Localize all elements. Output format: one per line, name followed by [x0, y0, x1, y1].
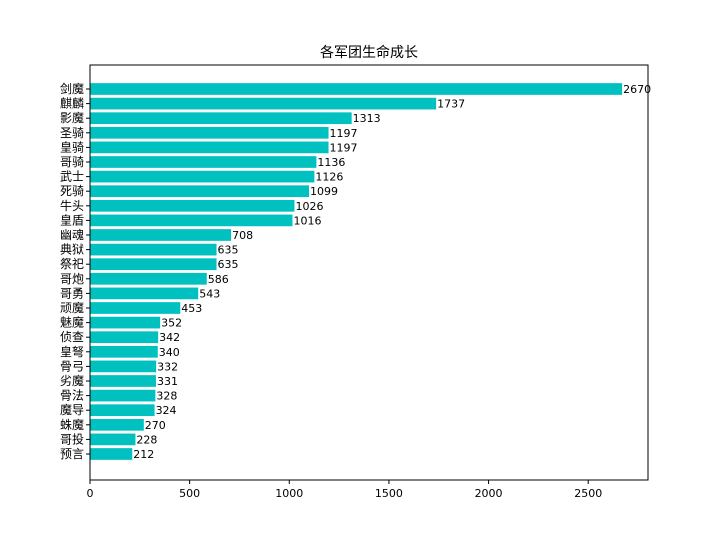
bar	[90, 418, 144, 431]
data-label: 1197	[330, 141, 358, 154]
x-tick-label: 2000	[475, 487, 503, 500]
data-label: 708	[232, 229, 253, 242]
y-tick-label: 麒麟	[60, 96, 84, 111]
data-label: 635	[218, 258, 239, 271]
data-label: 340	[159, 346, 180, 359]
y-tick-label: 武士	[60, 170, 84, 184]
x-tick-label: 500	[179, 487, 200, 500]
data-label: 1136	[317, 156, 345, 169]
bar	[90, 258, 217, 271]
data-label: 1313	[353, 112, 381, 125]
bar	[90, 316, 161, 329]
y-tick-label: 魅魔	[60, 315, 84, 330]
bar	[90, 83, 623, 95]
y-tick-label: 皇盾	[60, 213, 84, 227]
data-label: 332	[157, 360, 178, 373]
y-tick-label: 死骑	[60, 184, 84, 198]
bar	[90, 243, 217, 256]
bar	[90, 272, 207, 285]
y-tick-label: 典狱	[60, 243, 84, 257]
data-label: 342	[159, 331, 180, 344]
y-tick-label: 皇骑	[60, 140, 84, 154]
y-tick-label: 顽魔	[60, 300, 84, 315]
y-tick-label: 哥骑	[60, 155, 84, 169]
y-tick-label: 皇弩	[60, 345, 84, 359]
y-tick-label: 祭祀	[60, 257, 84, 271]
data-label: 328	[156, 390, 177, 403]
x-tick-label: 2500	[574, 487, 602, 500]
data-label: 453	[181, 302, 202, 315]
y-tick-label: 预言	[60, 447, 84, 461]
bar	[90, 360, 157, 373]
x-tick-label: 1500	[375, 487, 403, 500]
y-tick-label: 影魔	[60, 110, 84, 125]
data-label: 228	[136, 433, 157, 446]
y-tick-label: 骨法	[60, 389, 84, 403]
data-label: 2670	[623, 83, 651, 96]
data-label: 212	[133, 448, 154, 461]
bar	[90, 126, 329, 139]
data-label: 1737	[437, 98, 465, 111]
y-tick-label: 剑魔	[60, 81, 84, 96]
bar	[90, 97, 437, 110]
bar	[90, 389, 156, 402]
bar	[90, 448, 133, 460]
bar	[90, 404, 155, 417]
data-label: 1026	[295, 200, 323, 213]
y-tick-label: 骨弓	[60, 359, 84, 373]
plot-frame	[89, 64, 649, 481]
y-tick-label: 劣魔	[60, 373, 84, 388]
y-tick-label: 幽魂	[60, 227, 84, 242]
data-label: 1126	[315, 171, 343, 184]
bar	[90, 141, 329, 154]
data-label: 543	[199, 287, 220, 300]
bar	[90, 214, 293, 227]
data-label: 331	[157, 375, 178, 388]
data-label: 324	[156, 404, 177, 417]
data-label: 352	[161, 317, 182, 330]
data-label: 635	[218, 244, 239, 257]
y-tick-label: 魔导	[60, 402, 84, 417]
chart-title: 各军团生命成长	[320, 45, 418, 61]
bar	[90, 433, 136, 446]
bar	[90, 112, 352, 125]
data-label: 1016	[293, 214, 321, 227]
bar	[90, 331, 159, 344]
x-tick-label: 1000	[275, 487, 303, 500]
bar	[90, 302, 181, 314]
y-tick-label: 蛛魔	[60, 417, 84, 432]
data-label: 1197	[330, 127, 358, 140]
y-tick-label: 哥投	[60, 431, 84, 446]
x-tick-label: 0	[87, 487, 94, 500]
bar	[90, 156, 317, 168]
y-tick-label: 侦查	[60, 330, 84, 344]
bar	[90, 170, 315, 183]
bar	[90, 375, 156, 387]
y-tick-label: 哥勇	[60, 286, 84, 300]
y-tick-label: 圣骑	[60, 126, 84, 140]
bar	[90, 199, 295, 212]
y-tick-label: 哥炮	[60, 272, 84, 286]
data-label: 1099	[310, 185, 338, 198]
bar	[90, 287, 199, 300]
bar	[90, 185, 310, 198]
bar	[90, 345, 158, 358]
bar	[90, 229, 232, 241]
y-tick-label: 牛头	[60, 198, 84, 213]
data-label: 270	[145, 419, 166, 432]
data-label: 586	[208, 273, 229, 286]
